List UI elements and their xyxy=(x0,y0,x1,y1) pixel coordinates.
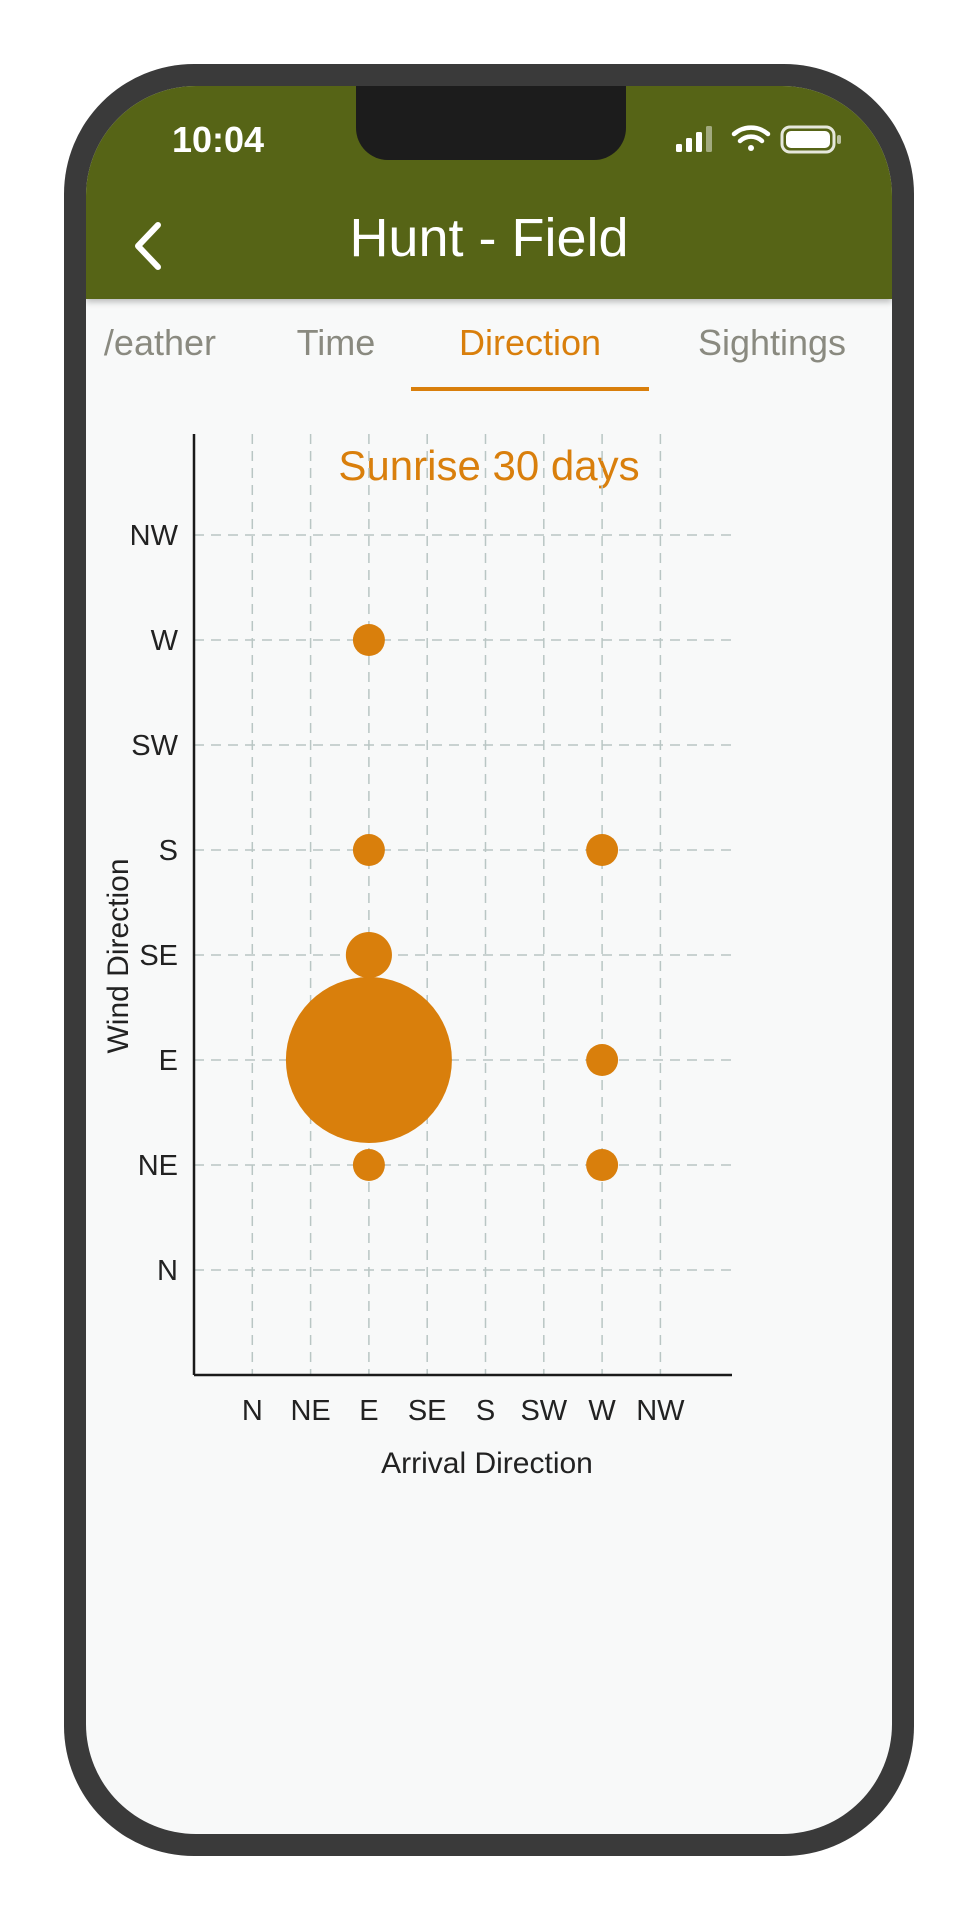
y-tick-label: SE xyxy=(139,940,178,972)
bubble-point xyxy=(352,834,385,866)
tab-direction[interactable]: Direction xyxy=(458,322,602,363)
bubble-point xyxy=(345,931,392,979)
status-icons xyxy=(676,125,841,154)
y-tick-label: NE xyxy=(138,1150,178,1182)
wifi-icon xyxy=(731,125,771,151)
x-tick-label: S xyxy=(476,1395,495,1427)
y-tick-label: NW xyxy=(130,520,179,552)
y-tick-label: N xyxy=(157,1255,178,1287)
tick-labels: N NE E SE S SW W NW N NE E SE S SW W NW xyxy=(130,520,686,1427)
phone-screen: 10:04 Hunt - Field /eat xyxy=(86,86,892,1834)
camera-notch xyxy=(356,86,626,160)
tab-weather[interactable]: /eather xyxy=(103,322,216,363)
chevron-left-icon xyxy=(135,222,161,270)
y-tick-label: E xyxy=(159,1045,178,1077)
bubble-point xyxy=(586,1149,619,1181)
data-points xyxy=(285,624,619,1181)
y-tick-label: SW xyxy=(131,730,178,762)
tab-bar: /eather Time Direction Sightings xyxy=(86,299,892,395)
bubble-point xyxy=(352,1149,385,1181)
y-tick-label: W xyxy=(151,625,179,657)
bubble-chart: N NE E SE S SW W NW N NE E SE S SW W NW Arrival Directi… xyxy=(102,434,732,1480)
x-axis-label: Arrival Direction xyxy=(381,1447,593,1480)
y-tick-label: S xyxy=(159,835,178,867)
x-tick-label: SW xyxy=(520,1395,567,1427)
x-tick-label: W xyxy=(588,1395,616,1427)
x-tick-label: NE xyxy=(290,1395,330,1427)
active-tab-indicator xyxy=(411,387,649,391)
tab-sightings[interactable]: Sightings xyxy=(697,322,847,363)
tab-time[interactable]: Time xyxy=(296,322,376,363)
chart-title: Sunrise 30 days xyxy=(338,442,640,489)
y-axis-label: Wind Direction xyxy=(102,858,135,1053)
bubble-point xyxy=(352,624,385,656)
status-time: 10:04 xyxy=(172,119,265,160)
signal-icon xyxy=(676,126,712,152)
battery-icon xyxy=(780,125,841,154)
bubble-point xyxy=(586,1044,619,1076)
bubble-point xyxy=(586,834,619,866)
x-tick-label: N xyxy=(242,1395,263,1427)
page-title: Hunt - Field xyxy=(349,208,629,268)
x-tick-label: SE xyxy=(408,1395,447,1427)
x-tick-label: NW xyxy=(636,1395,685,1427)
grid-lines xyxy=(194,434,732,1375)
axes xyxy=(192,434,732,1377)
x-tick-label: E xyxy=(359,1395,378,1427)
back-button[interactable] xyxy=(114,211,184,281)
bubble-point xyxy=(285,977,452,1143)
